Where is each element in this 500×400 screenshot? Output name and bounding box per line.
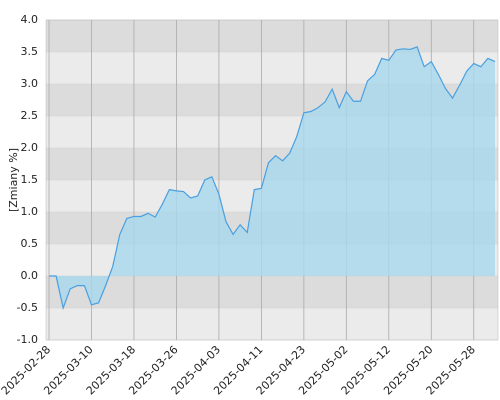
y-tick-label: 1.0 — [21, 205, 39, 218]
grid-band — [46, 276, 498, 308]
y-tick-label: 2.5 — [21, 109, 39, 122]
y-tick-label: 3.5 — [21, 45, 39, 58]
y-tick-label: 0.0 — [21, 269, 39, 282]
y-tick-label: -0.5 — [17, 301, 38, 314]
y-axis-label: [Zmiany %] — [7, 148, 20, 212]
y-tick-label: -1.0 — [17, 333, 38, 346]
plot-border — [45, 19, 499, 341]
y-tick-label: 2.0 — [21, 141, 39, 154]
y-tick-label: 0.5 — [21, 237, 39, 250]
area — [49, 46, 495, 308]
grid-band — [46, 308, 498, 340]
grid-band — [46, 20, 498, 52]
line — [49, 46, 496, 311]
y-tick-label: 3.0 — [21, 77, 39, 90]
y-tick-label: 4.0 — [21, 13, 39, 26]
y-tick-label: 1.5 — [21, 173, 39, 186]
